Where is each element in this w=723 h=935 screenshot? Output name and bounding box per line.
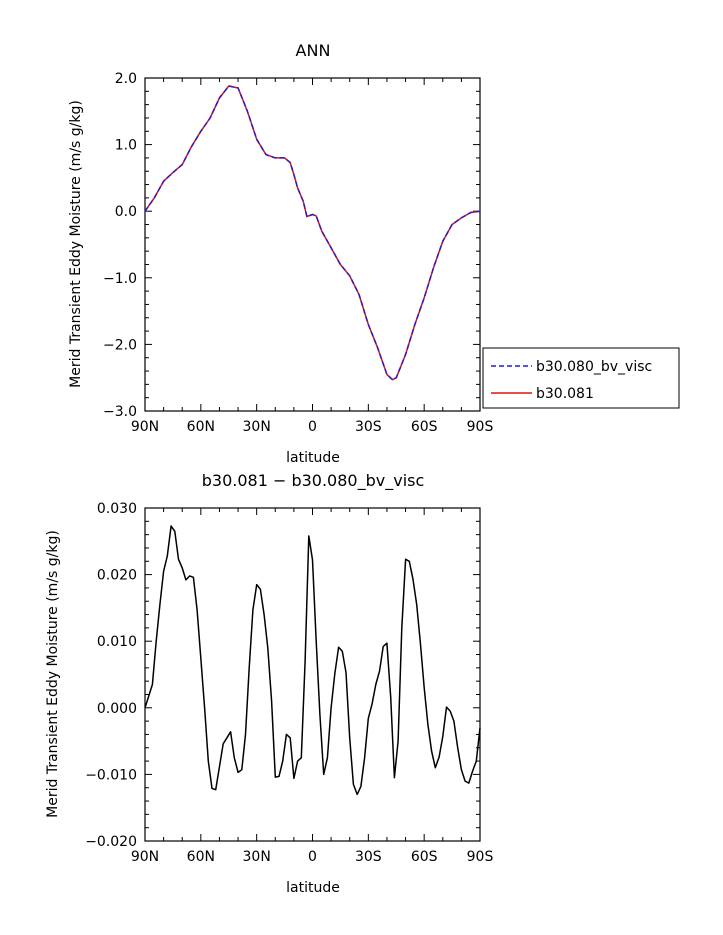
mean-transport-chart: ANN 90N 60N 30N 0 30S 60S 90S −3.0 −2.0 −1.0 0.0 1.… — [68, 41, 680, 466]
series-line-1 — [144, 85, 481, 381]
chart-title: ANN — [296, 41, 331, 60]
x-tick-label: 0 — [308, 849, 317, 865]
x-tick-label: 60S — [411, 419, 438, 435]
x-axis-label: latitude — [286, 880, 340, 896]
x-tick-label: 60N — [187, 849, 215, 865]
y-tick-label: 0.030 — [97, 501, 137, 517]
legend: b30.080_bv_visc b30.081 — [482, 347, 680, 409]
series-line-2 — [144, 85, 481, 381]
y-tick-label: 0.010 — [97, 634, 137, 650]
y-axis-label: Merid Transient Eddy Moisture (m/s g/kg) — [68, 100, 84, 388]
y-tick-label: −0.010 — [85, 767, 137, 783]
x-tick-label: 90S — [467, 849, 494, 865]
x-tick-label: 90N — [131, 849, 159, 865]
x-tick-label: 60N — [187, 419, 215, 435]
y-tick-label: −2.0 — [103, 337, 137, 353]
legend-label-series-1: b30.080_bv_visc — [536, 359, 652, 375]
x-tick-label: 90N — [131, 419, 159, 435]
y-tick-label: −3.0 — [103, 404, 137, 420]
chart-title: b30.081 − b30.080_bv_visc — [202, 471, 425, 491]
x-tick-label: 0 — [308, 419, 317, 435]
x-tick-label: 30S — [355, 849, 382, 865]
y-tick-label: 2.0 — [115, 71, 137, 87]
y-axis-label: Merid Transient Eddy Moisture (m/s g/kg) — [45, 530, 61, 818]
x-tick-label: 30N — [243, 419, 271, 435]
y-tick-label: 0.0 — [115, 204, 137, 220]
x-tick-label: 60S — [411, 849, 438, 865]
series-line-1 — [144, 525, 481, 796]
x-tick-label: 30S — [355, 419, 382, 435]
legend-label-series-2: b30.081 — [536, 386, 594, 402]
legend-box — [482, 347, 680, 409]
y-tick-label: −1.0 — [103, 271, 137, 287]
plot-frame — [144, 77, 481, 412]
y-tick-label: −0.020 — [85, 834, 137, 850]
x-axis-label: latitude — [286, 450, 340, 466]
y-tick-label: 0.020 — [97, 568, 137, 584]
y-tick-label: 0.000 — [97, 701, 137, 717]
x-tick-label: 90S — [467, 419, 494, 435]
x-tick-label: 30N — [243, 849, 271, 865]
difference-chart: b30.081 − b30.080_bv_visc 90N 60N 30N 0 30S 6… — [45, 471, 493, 896]
y-tick-label: 1.0 — [115, 138, 137, 154]
